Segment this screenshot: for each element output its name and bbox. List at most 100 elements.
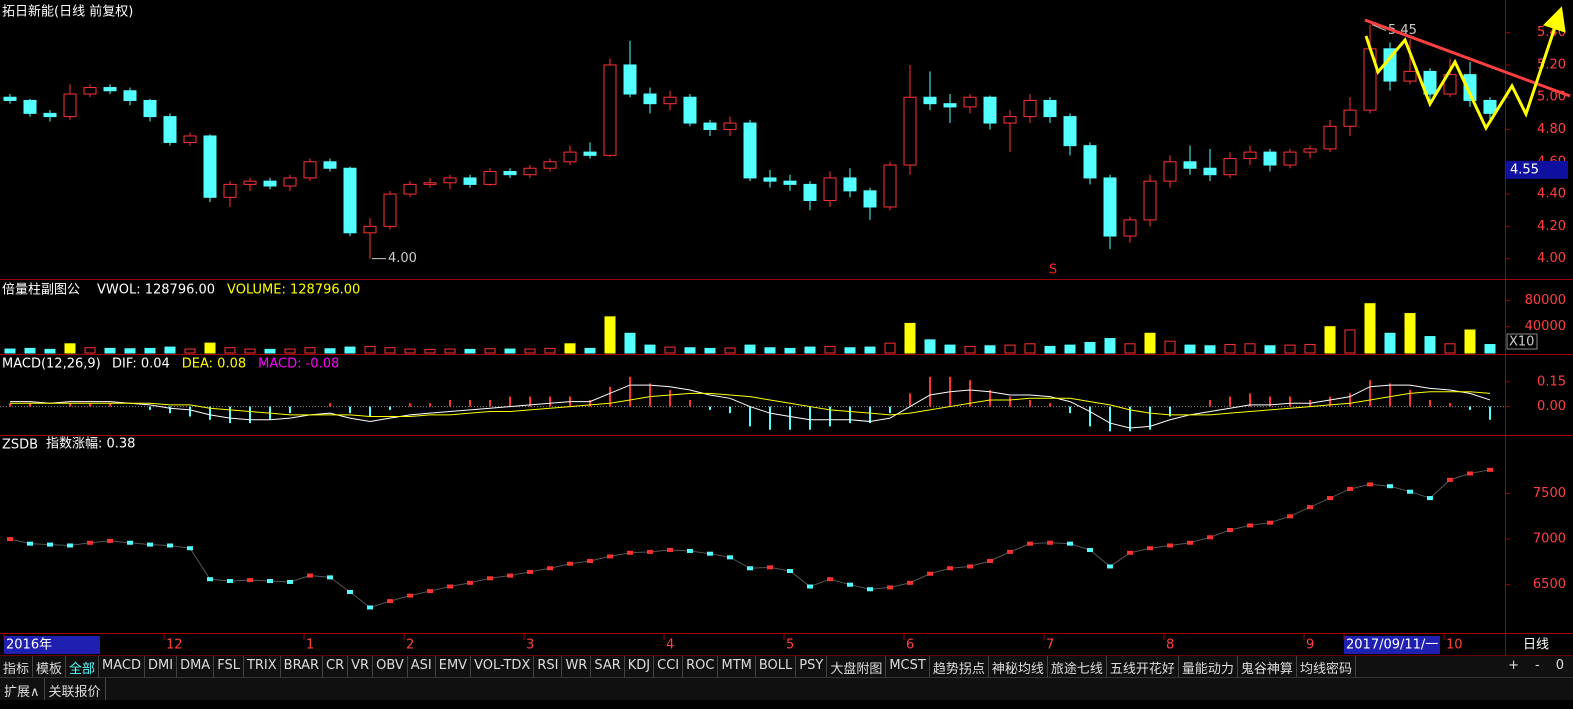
- tab[interactable]: TRIX: [244, 656, 281, 678]
- footer-tab[interactable]: 扩展∧: [0, 678, 45, 700]
- tab[interactable]: VR: [348, 656, 374, 678]
- candle-body: [1223, 158, 1237, 176]
- legend-item: DIF: 0.04: [112, 357, 170, 372]
- volume-bar: [64, 343, 76, 354]
- x-tick-label: 2016年: [6, 638, 52, 653]
- volume-bar: [404, 348, 416, 354]
- drawings: [1364, 6, 1571, 132]
- volume-bar: [1184, 344, 1196, 354]
- index-mark: [767, 565, 773, 570]
- tab[interactable]: 五线开花好: [1107, 656, 1179, 678]
- x-tick-label: 3: [526, 638, 534, 653]
- volume-bar: [644, 344, 656, 354]
- x-tick-label: 4: [666, 638, 674, 653]
- tab[interactable]: MCST: [886, 656, 930, 678]
- candle-body: [483, 170, 497, 185]
- volume-bar: [344, 346, 356, 354]
- tab[interactable]: EMV: [436, 656, 472, 678]
- tab[interactable]: 指标: [0, 656, 34, 678]
- tab-control[interactable]: -: [1535, 658, 1540, 673]
- tab[interactable]: FSL: [214, 656, 244, 678]
- tab[interactable]: 鬼谷神算: [1238, 656, 1297, 678]
- volume-bar: [264, 348, 276, 354]
- volume-bar: [584, 347, 596, 354]
- candle-body: [1343, 109, 1357, 127]
- candle-body: [803, 183, 817, 202]
- signal: S: [1049, 263, 1057, 278]
- candle-body: [1263, 151, 1277, 166]
- volume-bar: [1244, 343, 1256, 354]
- tab[interactable]: SAR: [591, 656, 625, 678]
- candle-body: [663, 96, 677, 105]
- tab[interactable]: 趋势拐点: [930, 656, 989, 678]
- tab[interactable]: 均线密码: [1297, 656, 1356, 678]
- candle-body: [383, 193, 397, 227]
- candle-body: [1023, 99, 1037, 118]
- tab[interactable]: VOL-TDX: [471, 656, 535, 678]
- tab[interactable]: BRAR: [281, 656, 324, 678]
- tab[interactable]: 量能动力: [1179, 656, 1238, 678]
- tab[interactable]: BOLL: [756, 656, 797, 678]
- x-tick-label: 6: [906, 638, 914, 653]
- zigzag: [1364, 6, 1566, 132]
- candle-body: [763, 177, 777, 182]
- tab[interactable]: WR: [562, 656, 592, 678]
- volume-bar: [1144, 332, 1156, 354]
- y-tick-label: 4.80: [1537, 122, 1566, 137]
- index-mark: [547, 566, 553, 571]
- tab[interactable]: DMA: [177, 656, 215, 678]
- index-mark: [1247, 523, 1253, 528]
- tab[interactable]: PSY: [796, 656, 828, 678]
- candle-body: [743, 122, 757, 179]
- volume-bar: [144, 347, 156, 354]
- period[interactable]: 日线: [1523, 638, 1549, 653]
- volume-bar: [1404, 313, 1416, 354]
- index-mark: [647, 549, 653, 554]
- tab[interactable]: DMI: [145, 656, 178, 678]
- volume-bar: [864, 346, 876, 354]
- tab[interactable]: ROC: [683, 656, 719, 678]
- candle-body: [503, 170, 517, 176]
- tab[interactable]: 全部: [66, 656, 100, 678]
- tab[interactable]: 大盘附图: [827, 656, 887, 678]
- tab-control[interactable]: 0: [1555, 658, 1564, 673]
- tab-control[interactable]: +: [1508, 658, 1520, 673]
- candle-body: [1043, 99, 1057, 118]
- tab[interactable]: OBV: [373, 656, 408, 678]
- candle-body: [283, 177, 297, 187]
- volume-bar: [1264, 345, 1276, 354]
- index-mark: [927, 571, 933, 576]
- tab[interactable]: MACD: [99, 656, 146, 678]
- candle-body: [343, 167, 357, 234]
- index-mark: [847, 582, 853, 587]
- volume-bar: [1304, 343, 1316, 354]
- index-mark: [447, 584, 453, 589]
- candle-body: [1483, 99, 1497, 114]
- y-tick-label: 6500: [1533, 577, 1566, 592]
- tab[interactable]: CCI: [654, 656, 684, 678]
- tab[interactable]: CR: [323, 656, 349, 678]
- volume-bar: [424, 348, 436, 354]
- tab[interactable]: 神秘均线: [989, 656, 1048, 678]
- volume-bar: [1124, 343, 1136, 354]
- tab[interactable]: 模板: [33, 656, 67, 678]
- volume-bar: [464, 348, 476, 354]
- legend-item: VOLUME: 128796.00: [227, 283, 360, 298]
- tab[interactable]: 旅途七线: [1048, 656, 1107, 678]
- tab[interactable]: RSI: [534, 656, 563, 678]
- index-mark: [1287, 514, 1293, 519]
- candle-body: [83, 87, 97, 95]
- index-mark: [907, 580, 913, 585]
- candle-body: [103, 87, 117, 92]
- tab[interactable]: ASI: [408, 656, 436, 678]
- legend-item: 指数涨幅: 0.38: [46, 437, 135, 452]
- footer-tab[interactable]: 关联报价: [45, 678, 106, 700]
- tab[interactable]: KDJ: [625, 656, 655, 678]
- panel-name: ZSDB: [2, 438, 38, 453]
- volume-bar: [304, 347, 316, 354]
- volume-bar: [684, 347, 696, 354]
- index-mark: [187, 546, 193, 551]
- index-mark: [387, 599, 393, 604]
- tab[interactable]: MTM: [718, 656, 756, 678]
- y-tick-label: 0.15: [1537, 374, 1566, 389]
